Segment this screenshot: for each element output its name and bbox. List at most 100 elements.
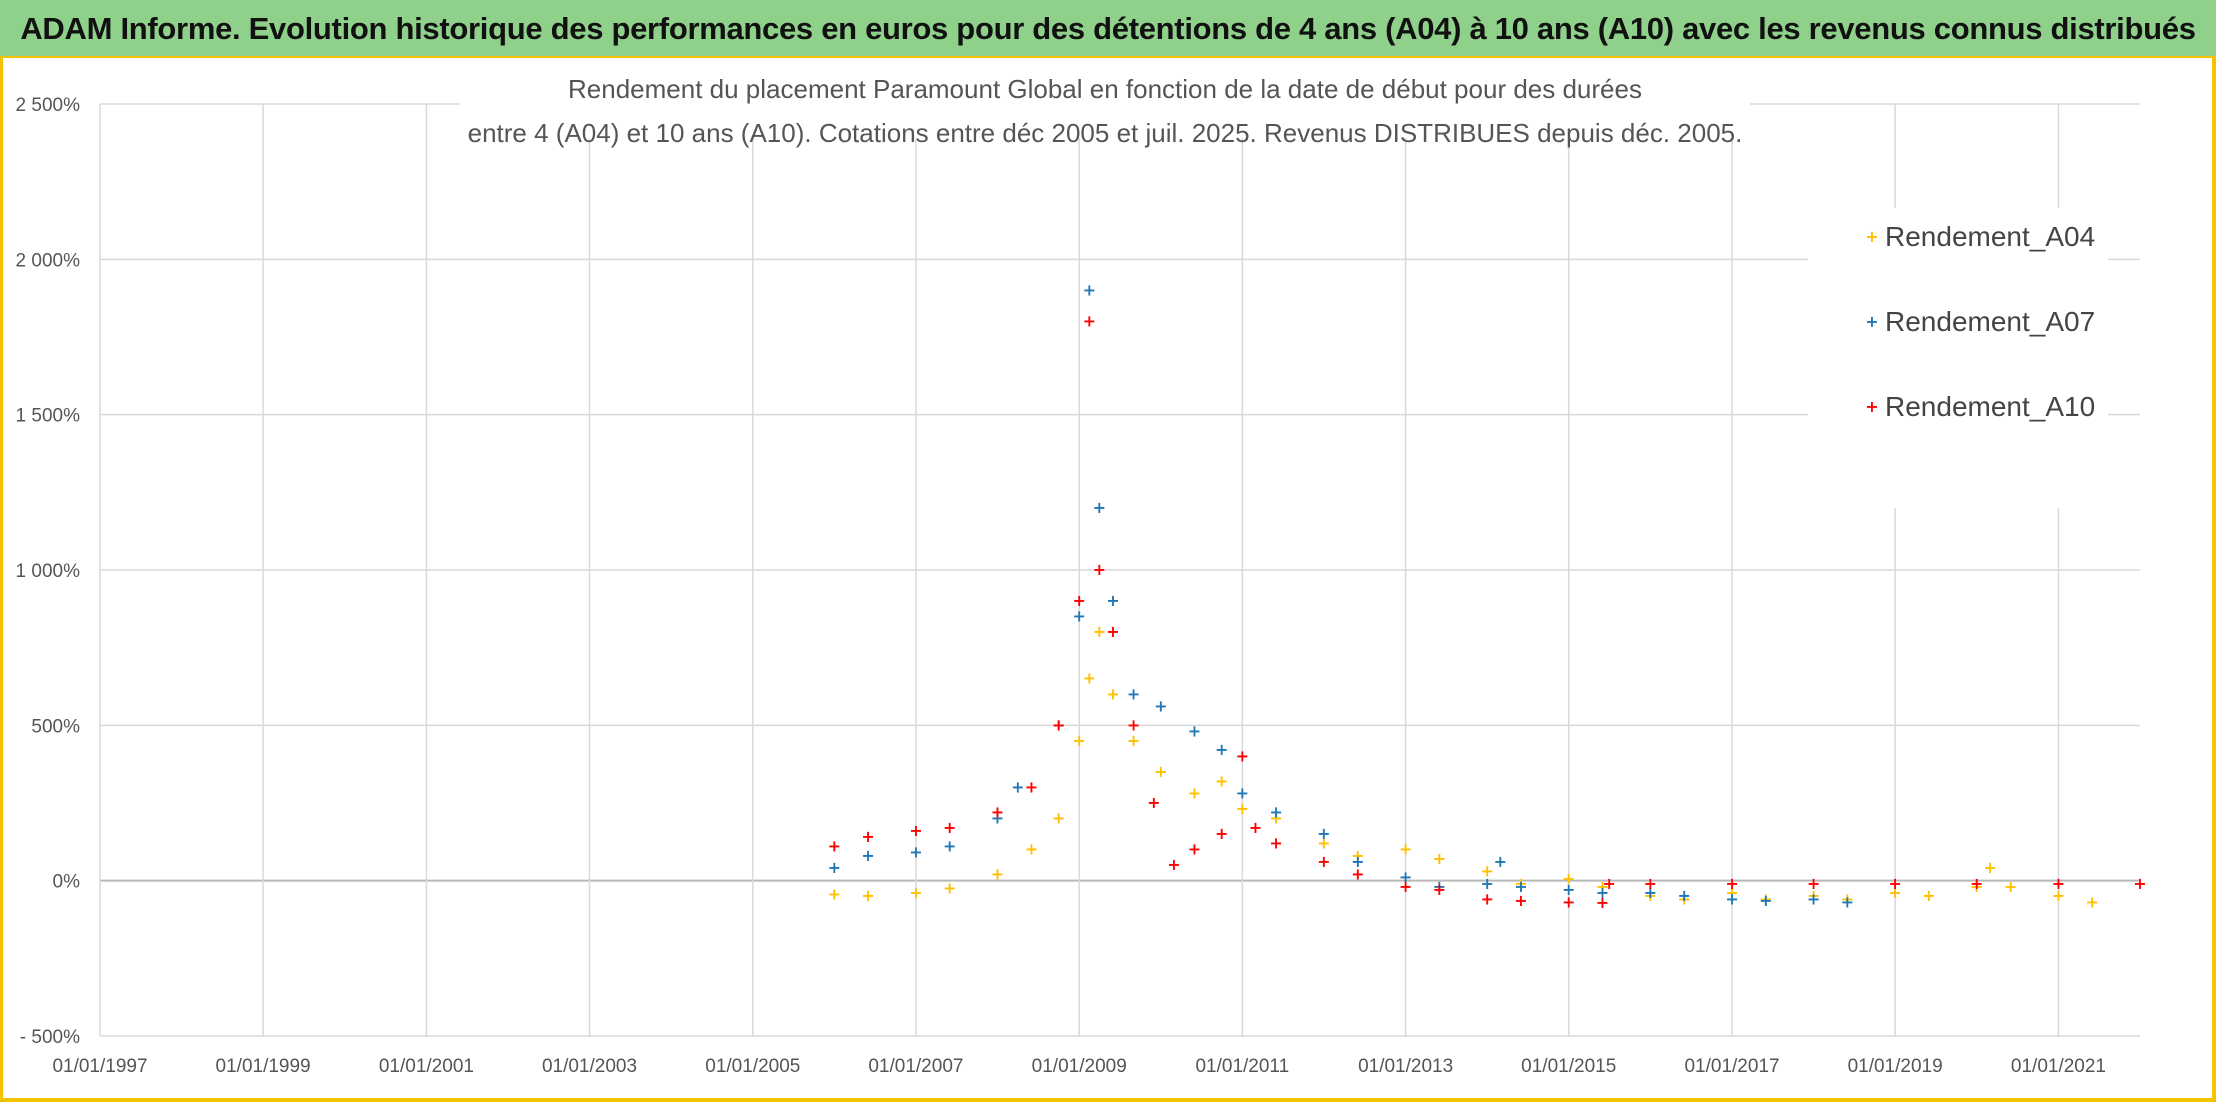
data-point: + bbox=[1399, 840, 1412, 859]
data-point: + bbox=[1678, 889, 1691, 908]
data-point: + bbox=[1678, 886, 1691, 905]
data-point: + bbox=[1433, 849, 1446, 868]
data-point: + bbox=[1514, 874, 1527, 893]
data-point: + bbox=[1644, 883, 1657, 902]
data-point: + bbox=[943, 818, 956, 837]
chart-title-background bbox=[460, 60, 1750, 138]
legend-label: Rendement_A10 bbox=[1885, 391, 2095, 422]
data-points: + + + +++++++++++++ +++ + +++ + + + + + + + + + + +++ + +++… bbox=[828, 280, 2147, 912]
data-point: + bbox=[943, 836, 956, 855]
legend: + Rendement_A04 + Rendement_A07 + Rendement_A… bbox=[1808, 208, 2108, 508]
data-point: + bbox=[1983, 858, 1996, 877]
data-point: + bbox=[1351, 852, 1364, 871]
x-tick-label: 01/01/2021 bbox=[2011, 1056, 2106, 1077]
data-point: + bbox=[991, 809, 1004, 828]
series-rendement-a10: + + + +++++++++++++++++++ + + + + ++ + + + + + + + bbox=[828, 311, 2147, 912]
data-point: + bbox=[1215, 740, 1228, 759]
data-point: + bbox=[1317, 824, 1330, 843]
data-point: + bbox=[1025, 840, 1038, 859]
data-point: + bbox=[1011, 777, 1024, 796]
data-point: + bbox=[1399, 868, 1412, 887]
data-point: + bbox=[1188, 840, 1201, 859]
data-point: + bbox=[1249, 818, 1262, 837]
data-point: + bbox=[1841, 892, 1854, 911]
y-tick-label: 2 500% bbox=[16, 95, 81, 116]
x-tick-label: 01/01/2005 bbox=[705, 1056, 800, 1077]
page-title: ADAM Informe. Evolution historique des p… bbox=[20, 11, 2196, 46]
y-tick-label: - 500% bbox=[20, 1027, 80, 1048]
data-point: + bbox=[991, 802, 1004, 821]
data-point: + bbox=[1480, 889, 1493, 908]
data-point: + bbox=[1093, 560, 1106, 579]
data-point: + bbox=[1188, 722, 1201, 741]
x-tick-label: 01/01/2003 bbox=[542, 1056, 637, 1077]
x-tick-label: 01/01/2001 bbox=[379, 1056, 474, 1077]
data-point: + bbox=[1725, 889, 1738, 908]
legend-background bbox=[1808, 208, 2108, 508]
data-point: + bbox=[1562, 892, 1575, 911]
legend-marker: + bbox=[1865, 227, 1878, 246]
legend-label: Rendement_A07 bbox=[1885, 306, 2095, 337]
data-point: + bbox=[1596, 877, 1609, 896]
x-tick-label: 01/01/2007 bbox=[868, 1056, 963, 1077]
x-tick-label: 01/01/2011 bbox=[1195, 1056, 1289, 1077]
data-point: + bbox=[1351, 864, 1364, 883]
data-point: + bbox=[1025, 777, 1038, 796]
chart-title-line-1: Rendement du placement Paramount Global … bbox=[568, 74, 1642, 104]
frame-border-left bbox=[0, 58, 3, 1102]
data-point: + bbox=[1127, 715, 1140, 734]
data-point: + bbox=[1970, 877, 1983, 896]
x-tick-label: 01/01/2013 bbox=[1358, 1056, 1453, 1077]
data-point: + bbox=[1083, 311, 1096, 330]
data-point: + bbox=[909, 843, 922, 862]
data-point: + bbox=[1644, 886, 1657, 905]
data-point: + bbox=[1269, 802, 1282, 821]
y-tick-label: 1 500% bbox=[16, 406, 81, 427]
data-point: + bbox=[1073, 591, 1086, 610]
data-point: + bbox=[1562, 880, 1575, 899]
data-point: + bbox=[1644, 874, 1657, 893]
data-point: + bbox=[1399, 877, 1412, 896]
y-tick-label: 500% bbox=[31, 716, 80, 737]
data-point: + bbox=[1317, 852, 1330, 871]
data-point: + bbox=[1106, 684, 1119, 703]
data-point: + bbox=[1236, 746, 1249, 765]
data-point: + bbox=[1514, 891, 1527, 910]
y-tick-label: 1 000% bbox=[16, 561, 81, 582]
data-point: + bbox=[1073, 607, 1086, 626]
x-tick-label: 01/01/1997 bbox=[52, 1056, 147, 1077]
data-point: + bbox=[1083, 669, 1096, 688]
data-point: + bbox=[2004, 877, 2017, 896]
legend-label: Rendement_A04 bbox=[1885, 221, 2095, 252]
data-point: + bbox=[1807, 886, 1820, 905]
data-point: + bbox=[943, 878, 956, 897]
data-point: + bbox=[1167, 855, 1180, 874]
chart-title-line-2: entre 4 (A04) et 10 ans (A10). Cotations… bbox=[468, 118, 1743, 148]
data-point: + bbox=[909, 821, 922, 840]
data-point: + bbox=[991, 864, 1004, 883]
data-point: + bbox=[861, 846, 874, 865]
data-point: + bbox=[909, 883, 922, 902]
x-tick-label: 01/01/1999 bbox=[216, 1056, 311, 1077]
data-point: + bbox=[1083, 280, 1096, 299]
data-point: + bbox=[1106, 622, 1119, 641]
data-point: + bbox=[2133, 874, 2146, 893]
data-point: + bbox=[1494, 852, 1507, 871]
data-point: + bbox=[1351, 846, 1364, 865]
y-tick-label: 0% bbox=[53, 872, 81, 893]
data-point: + bbox=[1154, 762, 1167, 781]
data-point: + bbox=[1433, 880, 1446, 899]
frame-border-right bbox=[2212, 58, 2216, 1102]
y-axis-tick-labels: - 500% 0% 500% 1 000% 1 500% 2 000% 2 500% bbox=[16, 95, 81, 1048]
data-point: + bbox=[1888, 874, 1901, 893]
data-point: + bbox=[1596, 883, 1609, 902]
data-point: + bbox=[1147, 793, 1160, 812]
data-point: + bbox=[1127, 684, 1140, 703]
data-point: + bbox=[1052, 809, 1065, 828]
x-tick-label: 01/01/2019 bbox=[1848, 1056, 1943, 1077]
data-point: + bbox=[861, 886, 874, 905]
data-point: + bbox=[1106, 591, 1119, 610]
x-tick-label: 01/01/2017 bbox=[1684, 1056, 1779, 1077]
data-point: + bbox=[2085, 892, 2098, 911]
data-point: + bbox=[1725, 883, 1738, 902]
